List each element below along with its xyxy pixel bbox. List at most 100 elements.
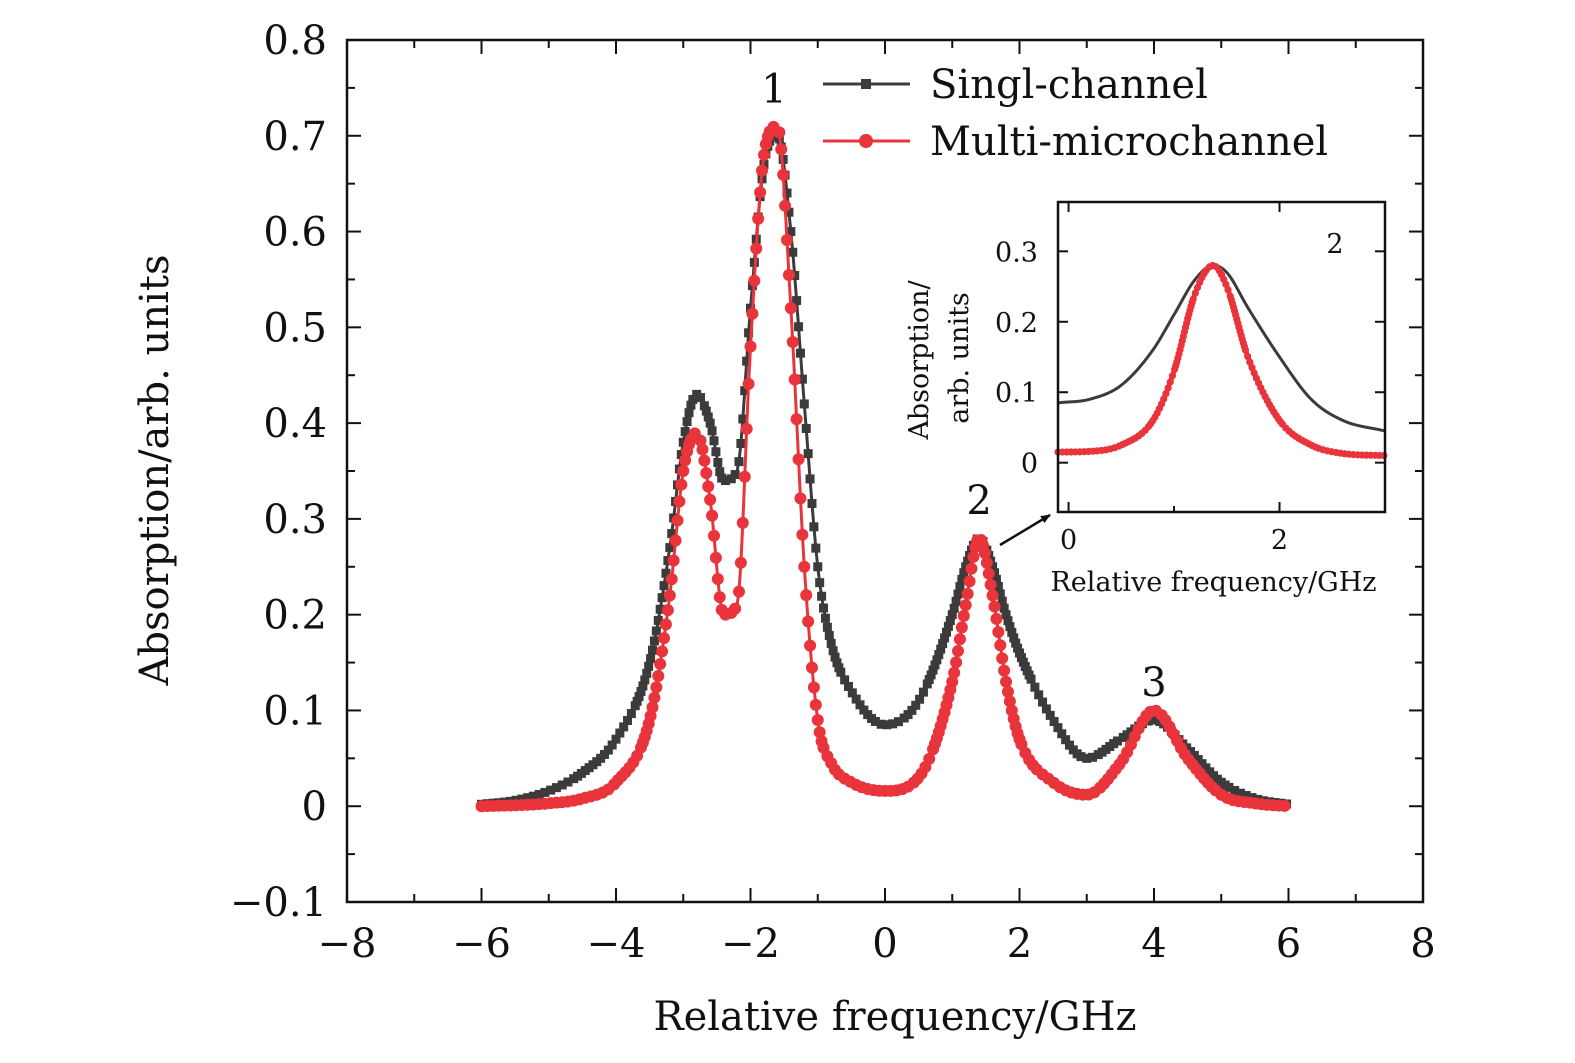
data-point bbox=[623, 716, 633, 726]
data-point bbox=[809, 522, 819, 532]
data-point bbox=[734, 457, 744, 467]
data-point bbox=[995, 589, 1005, 599]
data-point bbox=[611, 734, 621, 744]
data-point bbox=[832, 658, 842, 668]
data-point bbox=[1003, 616, 1013, 626]
data-point bbox=[677, 465, 690, 477]
data-point bbox=[540, 787, 550, 797]
data-point bbox=[1001, 685, 1014, 698]
data-point bbox=[742, 356, 752, 366]
data-point bbox=[986, 589, 999, 602]
data-point bbox=[736, 516, 749, 529]
data-point bbox=[644, 661, 654, 671]
data-point bbox=[813, 562, 823, 572]
data-point bbox=[678, 437, 688, 447]
data-point bbox=[1003, 695, 1016, 708]
data-point bbox=[661, 568, 671, 578]
data-point bbox=[980, 556, 993, 569]
data-point bbox=[754, 186, 767, 199]
data-point bbox=[1016, 653, 1026, 663]
data-point bbox=[800, 589, 813, 602]
data-point bbox=[934, 650, 944, 660]
data-point bbox=[534, 789, 544, 799]
data-point bbox=[707, 529, 720, 542]
data-point bbox=[701, 406, 711, 416]
data-point bbox=[1076, 752, 1086, 762]
data-point bbox=[746, 307, 759, 320]
data-point bbox=[640, 675, 650, 685]
data-point bbox=[680, 427, 690, 437]
data-point bbox=[805, 474, 815, 484]
data-point bbox=[961, 587, 974, 600]
data-point bbox=[707, 426, 717, 436]
data-point bbox=[893, 717, 903, 727]
data-point bbox=[928, 665, 938, 675]
data-point bbox=[786, 227, 796, 237]
x-tick-label: −2 bbox=[721, 921, 780, 967]
data-point bbox=[941, 627, 951, 637]
data-point bbox=[820, 613, 830, 623]
data-point bbox=[996, 652, 1009, 665]
inset-y-tick-label: 0 bbox=[1021, 449, 1038, 480]
legend-marker bbox=[861, 79, 871, 89]
data-point bbox=[551, 783, 561, 793]
data-point bbox=[528, 791, 538, 801]
data-point bbox=[813, 726, 826, 739]
data-point bbox=[684, 408, 694, 418]
data-point bbox=[688, 394, 698, 404]
data-point bbox=[918, 687, 928, 697]
data-point bbox=[636, 686, 646, 696]
data-point bbox=[740, 386, 750, 396]
data-point bbox=[795, 348, 805, 358]
data-point bbox=[658, 632, 671, 645]
y-tick-label: 0.4 bbox=[263, 401, 327, 447]
data-point bbox=[781, 233, 794, 246]
x-tick-label: 2 bbox=[1007, 921, 1032, 967]
y-tick-label: 0.5 bbox=[263, 305, 327, 351]
data-point bbox=[1241, 791, 1251, 801]
data-point bbox=[748, 274, 761, 287]
data-point bbox=[843, 681, 853, 691]
data-point bbox=[945, 616, 955, 626]
y-tick-label: 0.2 bbox=[263, 593, 327, 639]
data-point bbox=[757, 148, 770, 161]
data-point bbox=[984, 578, 997, 591]
inset-data-point bbox=[1191, 289, 1199, 297]
data-point bbox=[822, 622, 832, 632]
data-point bbox=[784, 207, 794, 217]
x-tick-label: 8 bbox=[1410, 921, 1435, 967]
data-point bbox=[792, 453, 805, 466]
data-point bbox=[779, 199, 792, 212]
data-point bbox=[992, 625, 1005, 638]
data-point bbox=[1053, 723, 1063, 733]
data-point bbox=[824, 631, 834, 641]
x-tick-label: −8 bbox=[318, 921, 377, 967]
data-point bbox=[957, 609, 970, 622]
data-point bbox=[665, 543, 675, 553]
data-point bbox=[642, 668, 652, 678]
data-point bbox=[634, 692, 644, 702]
legend-item-multi-microchannel: Multi-microchannel bbox=[823, 119, 1328, 165]
data-point bbox=[828, 646, 838, 656]
data-point bbox=[1061, 735, 1071, 745]
data-point bbox=[711, 447, 721, 457]
data-point bbox=[734, 556, 747, 569]
data-point bbox=[730, 470, 740, 480]
data-point bbox=[700, 467, 713, 480]
data-point bbox=[809, 698, 822, 711]
data-point bbox=[1235, 788, 1245, 798]
data-point bbox=[988, 562, 998, 572]
data-point bbox=[1224, 782, 1234, 792]
inset-y-axis-title-line1: Absorption/ bbox=[904, 279, 935, 440]
data-point bbox=[790, 413, 803, 426]
data-point bbox=[659, 618, 672, 631]
data-point bbox=[782, 188, 792, 198]
y-tick-label: 0.1 bbox=[263, 688, 327, 734]
data-point bbox=[963, 575, 976, 588]
data-point bbox=[792, 296, 802, 306]
data-point bbox=[667, 529, 677, 539]
legend-item-singl-channel: Singl-channel bbox=[823, 62, 1208, 108]
data-point bbox=[651, 626, 661, 636]
